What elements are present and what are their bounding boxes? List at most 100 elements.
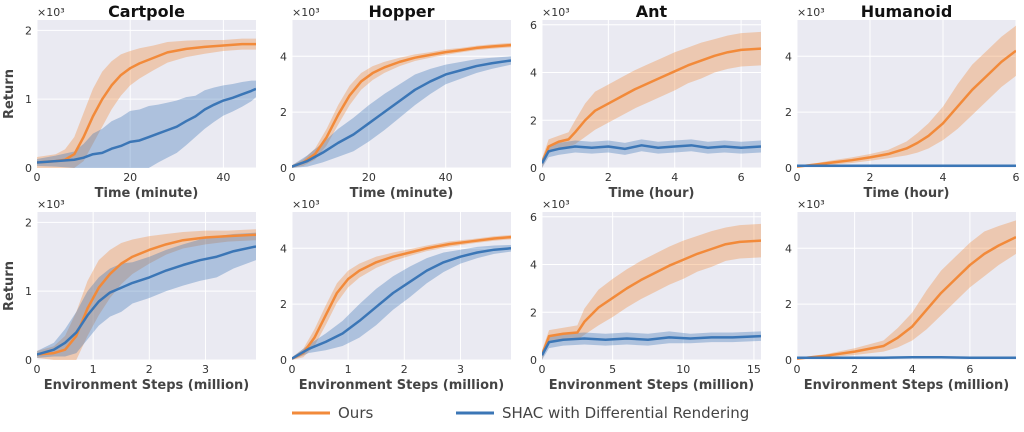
x-tick-label: 15 bbox=[747, 363, 761, 376]
series-band-0 bbox=[797, 25, 1016, 168]
x-axis-label: Environment Steps (million) bbox=[804, 378, 1009, 393]
subplot-title: Hopper bbox=[368, 2, 434, 21]
x-tick-label: 2 bbox=[146, 363, 153, 376]
y-tick-label: 0 bbox=[280, 354, 287, 367]
legend-label-1: SHAC with Differential Rendering bbox=[502, 404, 749, 422]
y-axis-label: Return bbox=[2, 261, 17, 311]
subplot-0-2: 0 2 4 6 0 2 4 6 ×10³ Ant Time (hour) bbox=[530, 2, 761, 201]
subplot-title: Humanoid bbox=[861, 2, 953, 21]
subplot-1-3: 0 2 4 6 0 2 4 ×10³ Environment Steps (million) bbox=[785, 198, 1016, 393]
x-tick-label: 2 bbox=[851, 363, 858, 376]
x-tick-label: 2 bbox=[605, 171, 612, 184]
subplot-title: Cartpole bbox=[108, 2, 185, 21]
x-axis-label: Time (hour) bbox=[864, 186, 950, 201]
series-line-1 bbox=[37, 245, 256, 356]
y-tick-label: 2 bbox=[530, 114, 537, 127]
x-tick-label: 20 bbox=[123, 171, 137, 184]
series-line-0 bbox=[797, 49, 1016, 168]
x-tick-label: 2 bbox=[401, 363, 408, 376]
series-line-1 bbox=[797, 355, 1016, 360]
series-band-0 bbox=[37, 229, 256, 360]
x-tick-label: 6 bbox=[1013, 171, 1020, 184]
y-multiplier-label: ×10³ bbox=[797, 6, 825, 19]
y-multiplier-label: ×10³ bbox=[37, 6, 65, 19]
y-tick-label: 2 bbox=[280, 106, 287, 119]
series-line-0 bbox=[542, 47, 761, 164]
y-tick-label: 0 bbox=[25, 162, 32, 175]
plot-background bbox=[797, 20, 1016, 168]
y-multiplier-label: ×10³ bbox=[292, 6, 320, 19]
y-tick-label: 2 bbox=[25, 216, 32, 229]
y-tick-label: 2 bbox=[280, 298, 287, 311]
series-band-0 bbox=[542, 31, 761, 168]
series-band-0 bbox=[797, 220, 1016, 360]
y-tick-label: 4 bbox=[530, 259, 537, 272]
series-line-1 bbox=[542, 334, 761, 356]
x-tick-label: 4 bbox=[909, 363, 916, 376]
x-tick-label: 4 bbox=[671, 171, 678, 184]
x-axis-label: Environment Steps (million) bbox=[44, 378, 249, 393]
y-tick-label: 0 bbox=[530, 162, 537, 175]
y-tick-label: 6 bbox=[530, 211, 537, 224]
plot-background bbox=[797, 212, 1016, 360]
y-tick-label: 4 bbox=[530, 67, 537, 80]
x-tick-label: 2 bbox=[867, 171, 874, 184]
plot-background bbox=[542, 20, 761, 168]
y-tick-label: 1 bbox=[25, 93, 32, 106]
y-multiplier-label: ×10³ bbox=[797, 198, 825, 211]
x-tick-label: 3 bbox=[457, 363, 464, 376]
y-tick-label: 4 bbox=[785, 50, 792, 63]
y-multiplier-label: ×10³ bbox=[37, 198, 65, 211]
x-tick-label: 1 bbox=[345, 363, 352, 376]
x-tick-label: 3 bbox=[202, 363, 209, 376]
x-tick-label: 0 bbox=[34, 171, 41, 184]
x-tick-label: 0 bbox=[34, 363, 41, 376]
subplot-0-1: 0 20 40 0 2 4 ×10³ Hopper Time (minute) bbox=[280, 2, 511, 201]
y-tick-label: 4 bbox=[280, 50, 287, 63]
y-tick-label: 2 bbox=[25, 24, 32, 37]
subplot-title: Ant bbox=[636, 2, 668, 21]
x-tick-label: 0 bbox=[539, 171, 546, 184]
y-tick-label: 0 bbox=[785, 354, 792, 367]
y-tick-label: 4 bbox=[785, 242, 792, 255]
y-multiplier-label: ×10³ bbox=[292, 198, 320, 211]
plot-background bbox=[542, 212, 761, 360]
subplot-0-0: 0 20 40 0 1 2 ×10³ Cartpole Time (minute) Return bbox=[2, 2, 256, 201]
x-axis-label: Environment Steps (million) bbox=[299, 378, 504, 393]
y-tick-label: 0 bbox=[280, 162, 287, 175]
legend: Ours SHAC with Differential Rendering bbox=[292, 404, 749, 422]
x-tick-label: 6 bbox=[738, 171, 745, 184]
x-tick-label: 4 bbox=[940, 171, 947, 184]
x-axis-label: Time (minute) bbox=[95, 186, 199, 201]
series-line-0 bbox=[542, 239, 761, 356]
y-tick-label: 2 bbox=[785, 106, 792, 119]
y-multiplier-label: ×10³ bbox=[542, 198, 570, 211]
y-axis-label: Return bbox=[2, 69, 17, 119]
subplot-1-0: 0 1 2 3 0 1 2 ×10³ Environment Steps (million) Re… bbox=[2, 198, 256, 393]
subplot-1-1: 0 1 2 3 0 2 4 ×10³ Environment Steps (million) bbox=[280, 198, 511, 393]
subplot-0-3: 0 2 4 6 0 2 4 ×10³ Humanoid Time (hour) bbox=[785, 2, 1020, 201]
series-line-0 bbox=[292, 235, 511, 360]
series-band-1 bbox=[37, 80, 256, 168]
series-band-0 bbox=[37, 38, 256, 168]
x-tick-label: 6 bbox=[966, 363, 973, 376]
x-tick-label: 40 bbox=[439, 171, 453, 184]
series-line-1 bbox=[542, 144, 761, 164]
plot-background bbox=[292, 20, 511, 168]
series-line-0 bbox=[797, 236, 1016, 360]
subplot-1-2: 0 5 10 15 0 2 4 6 ×10³ Environment Steps (million… bbox=[530, 198, 761, 393]
y-tick-label: 1 bbox=[25, 285, 32, 298]
series-line-1 bbox=[292, 59, 511, 168]
x-tick-label: 0 bbox=[794, 363, 801, 376]
y-tick-label: 4 bbox=[280, 242, 287, 255]
x-tick-label: 10 bbox=[676, 363, 690, 376]
series-line-0 bbox=[37, 42, 256, 164]
series-band-1 bbox=[37, 232, 256, 358]
x-tick-label: 0 bbox=[289, 363, 296, 376]
series-line-0 bbox=[37, 233, 256, 356]
x-tick-label: 20 bbox=[362, 171, 376, 184]
y-tick-label: 6 bbox=[530, 19, 537, 32]
y-tick-label: 0 bbox=[25, 354, 32, 367]
series-line-1 bbox=[37, 87, 256, 164]
x-tick-label: 0 bbox=[794, 171, 801, 184]
